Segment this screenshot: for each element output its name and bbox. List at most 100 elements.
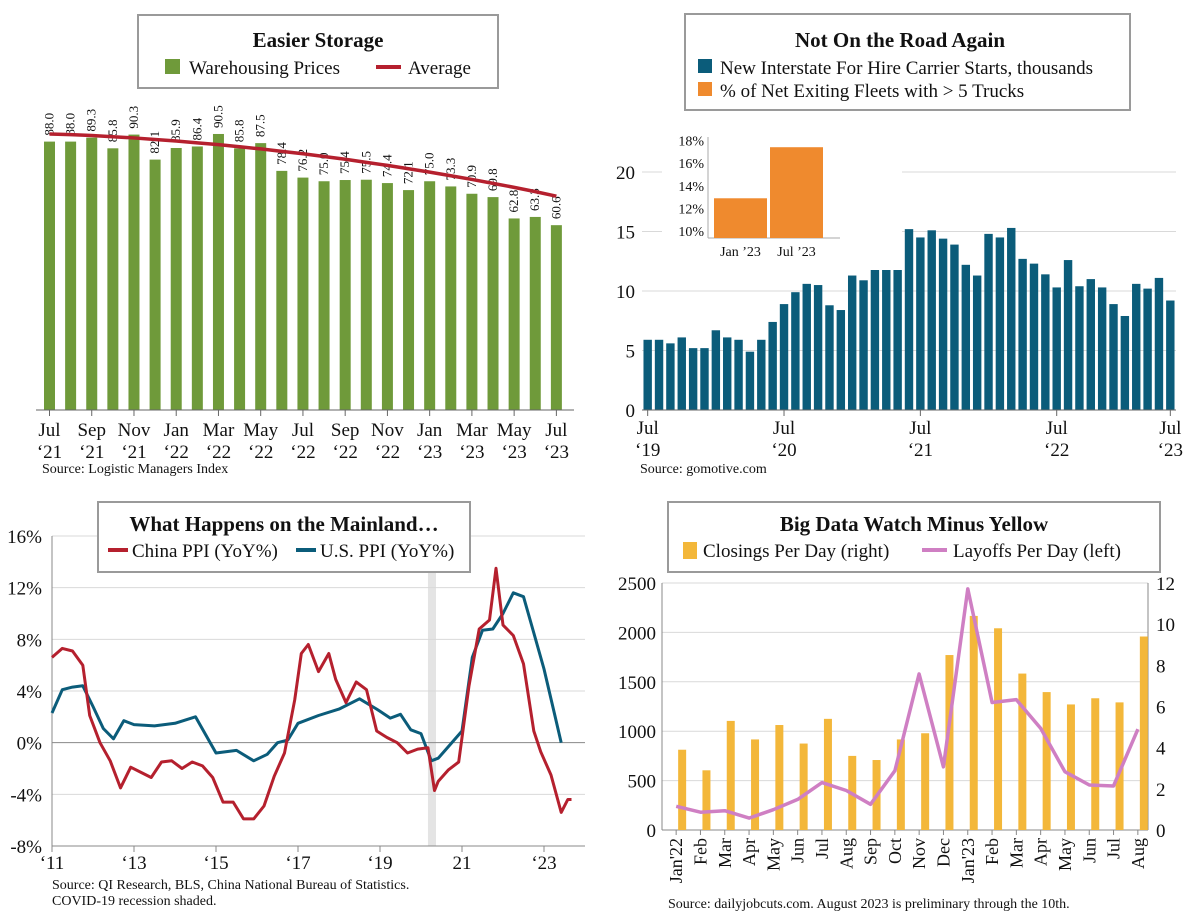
data-label: 86.4 xyxy=(189,117,204,140)
data-label: 88.0 xyxy=(41,113,56,136)
legend-label-average: Average xyxy=(408,58,471,79)
x-tick-label: ‘23 xyxy=(417,442,442,463)
source-note: Source: dailyjobcuts.com. August 2023 is… xyxy=(668,897,1070,912)
legend-label-closings: Closings Per Day (right) xyxy=(703,541,889,562)
bar-carrier-starts xyxy=(677,337,686,410)
y-right-tick-label: 10 xyxy=(1156,615,1175,636)
bar-carrier-starts xyxy=(1041,274,1050,410)
bar-carrier-starts xyxy=(1029,263,1039,410)
x-tick-label: Jan'23 xyxy=(958,838,978,883)
x-tick-label: ‘23 xyxy=(459,442,484,463)
bar-warehousing xyxy=(339,180,351,410)
data-label: 85.9 xyxy=(168,119,183,142)
x-tick-label: ‘22 xyxy=(248,442,273,463)
title-box xyxy=(684,13,1131,111)
x-tick-label: ‘23 xyxy=(1158,440,1183,461)
bar-warehousing xyxy=(466,193,478,410)
bar-carrier-starts xyxy=(916,237,925,410)
x-tick-label: Apr xyxy=(1031,838,1051,866)
y-tick-label: 12% xyxy=(7,579,42,600)
bar-warehousing xyxy=(424,181,436,410)
chart-big-data-watch: Big Data Watch Minus Yellow Closings Per… xyxy=(618,501,1175,883)
y-tick-label: 5 xyxy=(626,342,636,363)
bar-warehousing xyxy=(508,218,520,410)
data-label: 62.8 xyxy=(506,190,521,213)
bar-carrier-starts xyxy=(893,248,902,410)
bar-closings xyxy=(945,655,954,830)
inset-bar xyxy=(714,198,767,238)
bar-carrier-starts xyxy=(859,280,868,410)
x-tick-label: May xyxy=(243,420,278,441)
bar-warehousing xyxy=(318,181,330,410)
bar-warehousing xyxy=(276,170,288,410)
data-label: 60.6 xyxy=(548,196,563,219)
bar-closings xyxy=(726,720,735,830)
x-tick-label: Jul xyxy=(637,418,659,439)
x-tick-label: Jan xyxy=(417,420,443,441)
y-tick-label: -8% xyxy=(10,837,42,858)
data-label: 69.8 xyxy=(485,168,500,191)
bar-closings xyxy=(1066,704,1075,830)
x-tick-label: Jan'22 xyxy=(666,838,686,883)
x-tick-label: Sep xyxy=(861,838,881,865)
inset-x-tick-label: Jul ’23 xyxy=(777,245,816,260)
x-tick-label: Jul xyxy=(812,838,832,859)
x-tick-label: Jul xyxy=(1046,418,1068,439)
bar-carrier-starts xyxy=(1109,304,1118,410)
bar-warehousing xyxy=(297,177,309,410)
bar-closings xyxy=(1091,698,1100,830)
x-tick-label: Jun xyxy=(1079,838,1099,863)
x-tick-label: ‘21 xyxy=(79,442,104,463)
y-tick-label: 10 xyxy=(616,282,635,303)
bar-carrier-starts xyxy=(802,283,811,410)
x-tick-label: 21 xyxy=(453,853,472,874)
inset-y-tick-label: 16% xyxy=(678,157,704,172)
data-label: 90.3 xyxy=(126,106,141,129)
bar-closings xyxy=(799,743,808,830)
x-tick-label: Feb xyxy=(982,838,1002,865)
x-tick-label: ‘22 xyxy=(333,442,358,463)
data-label: 85.8 xyxy=(105,120,120,143)
bar-carrier-starts xyxy=(813,285,823,410)
chart-title: Not On the Road Again xyxy=(795,28,1005,52)
bar-carrier-starts xyxy=(961,264,971,410)
bar-carrier-starts xyxy=(1143,288,1152,410)
bar-carrier-starts xyxy=(995,237,1005,410)
bar-closings xyxy=(994,628,1003,830)
chart-title: What Happens on the Mainland… xyxy=(129,512,438,536)
inset-bar xyxy=(770,147,823,238)
x-tick-label: ‘13 xyxy=(121,853,146,874)
bar-carrier-starts xyxy=(734,339,743,410)
bar-carrier-starts xyxy=(1007,227,1016,410)
x-tick-label: May xyxy=(497,420,532,441)
y-left-tick-label: 2000 xyxy=(618,623,656,644)
x-tick-label: ‘11 xyxy=(40,853,65,874)
x-tick-label: Jan xyxy=(164,420,190,441)
x-tick-label: Mar xyxy=(1006,838,1026,868)
bar-carrier-starts xyxy=(882,244,891,410)
bar-carrier-starts xyxy=(723,337,732,410)
bar-carrier-starts xyxy=(654,339,664,410)
x-tick-label: Nov xyxy=(909,838,929,869)
data-label: 75.4 xyxy=(337,151,352,174)
y-right-tick-label: 2 xyxy=(1156,780,1166,801)
bar-carrier-starts xyxy=(1166,300,1175,410)
bar-carrier-starts xyxy=(904,229,914,410)
x-tick-label: ‘22 xyxy=(1044,440,1069,461)
bar-closings xyxy=(969,615,978,830)
bar-carrier-starts xyxy=(825,305,834,410)
bar-warehousing xyxy=(255,143,267,410)
bar-warehousing xyxy=(44,141,55,410)
bar-carrier-starts xyxy=(1120,315,1130,410)
x-tick-label: Jul xyxy=(1159,418,1181,439)
bar-warehousing xyxy=(234,148,246,410)
y-tick-label: 0 xyxy=(626,401,636,422)
bar-carrier-starts xyxy=(938,238,948,410)
x-tick-label: ‘22 xyxy=(375,442,400,463)
y-right-tick-label: 0 xyxy=(1156,821,1166,842)
recession-shade xyxy=(427,570,436,846)
bar-carrier-starts xyxy=(1063,260,1073,410)
bar-carrier-starts xyxy=(711,330,721,410)
x-tick-label: Jul xyxy=(773,418,795,439)
bar-carrier-starts xyxy=(870,232,880,410)
